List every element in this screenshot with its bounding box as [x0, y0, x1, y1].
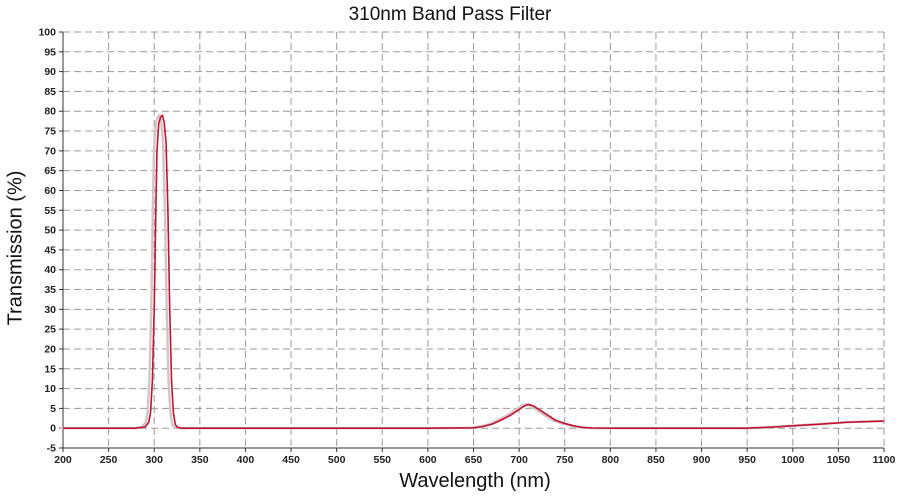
- x-tick-label: 400: [237, 454, 255, 466]
- series-line-shadow: [60, 113, 882, 430]
- x-tick-label: 950: [738, 454, 756, 466]
- y-tick-label: 85: [44, 86, 56, 98]
- x-tick-label: 550: [374, 454, 392, 466]
- y-tick-label: 90: [44, 66, 56, 78]
- y-tick-label: 50: [44, 225, 56, 237]
- y-tick-label: 80: [44, 106, 56, 118]
- y-tick-label: 35: [44, 284, 56, 296]
- y-tick-label: 100: [38, 27, 56, 39]
- y-tick-label: 40: [44, 264, 56, 276]
- x-tick-label: 1000: [781, 454, 805, 466]
- y-tick-label: 45: [44, 244, 56, 256]
- y-tick-label: 10: [44, 383, 56, 395]
- y-tick-label: 75: [44, 126, 56, 138]
- y-tick-label: 55: [44, 205, 56, 217]
- y-tick-label: 60: [44, 185, 56, 197]
- x-tick-label: 250: [100, 454, 118, 466]
- x-tick-label: 1100: [873, 454, 896, 466]
- x-tick-label: 900: [693, 454, 711, 466]
- y-tick-label: 30: [44, 304, 56, 316]
- y-tick-label: 65: [44, 165, 56, 177]
- grid-lines: [62, 31, 885, 449]
- x-tick-label: 500: [328, 454, 346, 466]
- y-tick-label: 95: [44, 46, 56, 58]
- x-axis-label: Wavelength (nm): [399, 470, 551, 492]
- x-tick-label: 600: [419, 454, 437, 466]
- x-tick-label: 450: [282, 454, 300, 466]
- x-tick-label: 350: [191, 454, 209, 466]
- x-tick-label: 750: [556, 454, 574, 466]
- y-tick-label: 0: [50, 423, 56, 435]
- x-tick-label: 300: [145, 454, 163, 466]
- x-tick-label: 850: [647, 454, 665, 466]
- x-tick-label: 700: [510, 454, 528, 466]
- y-tick-label: 70: [44, 145, 56, 157]
- y-tick-label: -5: [47, 443, 56, 455]
- chart-title: 310nm Band Pass Filter: [348, 4, 552, 25]
- x-tick-label: 1050: [827, 454, 851, 466]
- series-layer: [60, 113, 885, 430]
- tick-labels: -5 0 5 10 15 20 25 30 35 40 45 50 55 60 65 70 75 80 85 90 95…: [38, 27, 895, 467]
- series-line-0: [63, 114, 885, 429]
- y-tick-label: 25: [44, 324, 56, 336]
- x-tick-label: 650: [465, 454, 483, 466]
- x-tick-label: 200: [54, 454, 72, 466]
- y-tick-label: 20: [44, 343, 56, 355]
- y-tick-label: 5: [50, 403, 56, 415]
- axes: [59, 31, 885, 452]
- x-tick-label: 800: [602, 454, 620, 466]
- y-tick-label: 15: [44, 363, 56, 375]
